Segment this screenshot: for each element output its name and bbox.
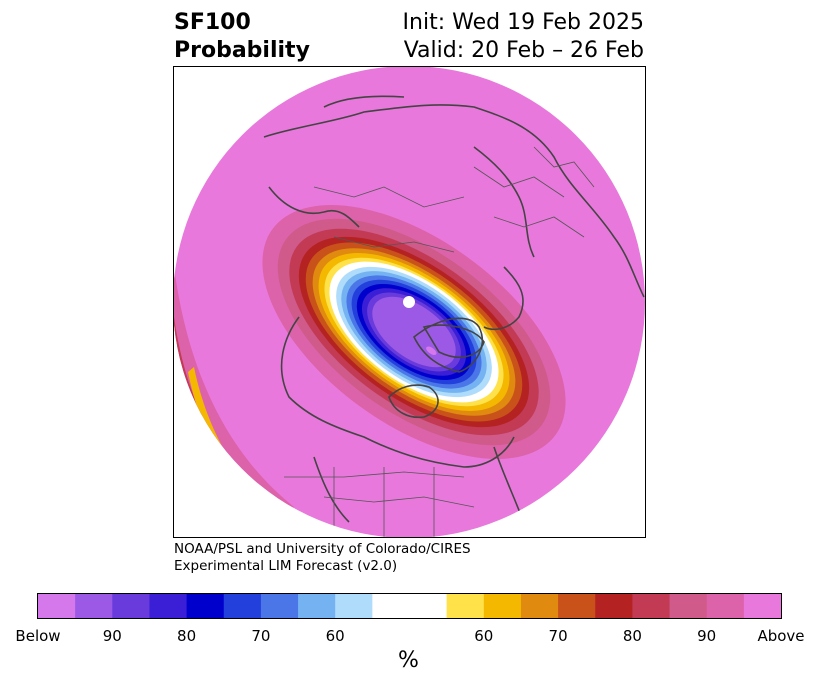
colorbar-tick-labels: Below 90 80 70 60 60 70 80 90 Above [0, 626, 819, 648]
colorbar-swatches [38, 594, 782, 618]
colorbar-tick-label: 80 [177, 627, 197, 645]
credit-line-1: NOAA/PSL and University of Colorado/CIRE… [174, 541, 471, 557]
map-panel [173, 66, 646, 538]
colorbar-swatch [149, 594, 188, 618]
colorbar-tick-label: 60 [474, 627, 494, 645]
colorbar-swatch [38, 594, 76, 618]
variable-subtitle: Probability [174, 38, 310, 63]
colorbar-swatch [595, 594, 633, 618]
colorbar-swatch [186, 594, 225, 618]
title-block-left: SF100 Probability [174, 9, 310, 65]
colorbar-tick-label: Above [757, 627, 805, 645]
colorbar-tick-label: 70 [251, 627, 271, 645]
probability-map [174, 67, 645, 537]
init-date-label: Init: Wed 19 Feb 2025 [402, 10, 644, 35]
colorbar-swatch [298, 594, 336, 618]
colorbar-swatch [706, 594, 745, 618]
pole-marker [403, 296, 415, 308]
colorbar-swatch [223, 594, 262, 618]
colorbar-tick-label: 70 [548, 627, 568, 645]
variable-title: SF100 [174, 10, 251, 35]
title-block-right: Init: Wed 19 Feb 2025 Valid: 20 Feb – 26… [403, 9, 644, 65]
colorbar-tick-label: 80 [622, 627, 642, 645]
credit-line-2: Experimental LIM Forecast (v2.0) [174, 558, 398, 574]
colorbar-swatch [112, 594, 150, 618]
colorbar-swatch [75, 594, 113, 618]
colorbar-swatch [335, 594, 373, 618]
colorbar-swatch [446, 594, 485, 618]
colorbar-tick-label: Below [15, 627, 61, 645]
colorbar-unit-label: % [398, 648, 419, 673]
colorbar-swatch [483, 594, 522, 618]
colorbar-swatch [743, 594, 782, 618]
colorbar-tick-label: 90 [102, 627, 122, 645]
colorbar-swatch [558, 594, 596, 618]
colorbar-swatch [260, 594, 299, 618]
colorbar-swatch [669, 594, 708, 618]
colorbar-swatch [632, 594, 671, 618]
credit-text: NOAA/PSL and University of Colorado/CIRE… [174, 541, 471, 575]
political-borders [284, 126, 635, 537]
colorbar-swatch [520, 594, 559, 618]
colorbar-tick-label: 60 [325, 627, 345, 645]
coastlines [263, 95, 645, 537]
colorbar [37, 593, 782, 619]
colorbar-swatch [372, 594, 448, 618]
valid-range-label: Valid: 20 Feb – 26 Feb [403, 38, 644, 63]
colorbar-tick-label: 90 [697, 627, 717, 645]
